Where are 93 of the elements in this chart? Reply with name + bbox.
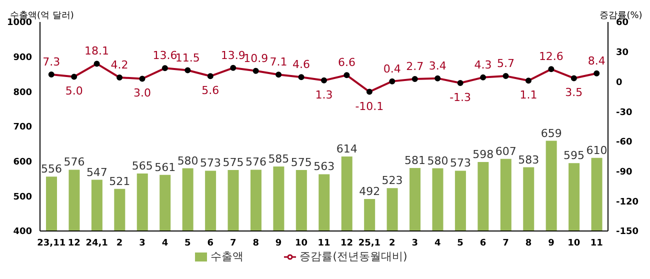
x-tick-label: 10 [295, 238, 308, 248]
data-label: 523 [382, 174, 403, 188]
x-tick-label: 8 [525, 238, 532, 248]
x-tick-label: 3 [412, 238, 418, 248]
y-tick-label: 1000 [6, 18, 32, 28]
data-label: 1.1 [520, 88, 538, 102]
x-tick-label: 6 [480, 238, 486, 248]
data-label: 8.4 [588, 54, 606, 68]
x-tick-label: 7 [230, 238, 236, 248]
x-tick-label: 6 [207, 238, 214, 248]
y2-tick-label: -120 [616, 197, 639, 208]
x-tick-label: 3 [139, 238, 146, 248]
y-tick-label: 900 [13, 53, 32, 64]
data-label: 3.0 [133, 86, 151, 100]
data-label: 576 [245, 156, 266, 169]
legend-label: 수출액 [210, 250, 244, 263]
data-label: 585 [268, 152, 290, 166]
data-label: 614 [336, 142, 358, 156]
data-label: 492 [359, 184, 380, 198]
y-tick-label: 400 [13, 227, 32, 238]
data-label: 521 [109, 174, 130, 188]
x-tick-label: 25,1 [358, 238, 381, 248]
data-label: 18.1 [84, 44, 110, 58]
data-label: 575 [290, 156, 312, 170]
y2-tick-label: -60 [616, 138, 632, 148]
data-label: -1.3 [450, 91, 472, 104]
y-tick-label: 500 [13, 192, 32, 202]
data-label: -10.1 [355, 100, 384, 113]
data-label: 659 [540, 126, 562, 140]
x-tick-label: 7 [502, 238, 509, 248]
x-tick-label: 9 [275, 238, 282, 248]
data-label: 3.4 [428, 59, 446, 72]
x-tick-label: 9 [548, 238, 554, 248]
data-label: 580 [177, 154, 198, 168]
data-label: 7.3 [42, 55, 60, 68]
data-label: 580 [427, 154, 448, 168]
y2-axis-title: 증감률(%) [600, 11, 642, 21]
data-label: 4.3 [474, 58, 492, 72]
x-tick-label: 12 [340, 238, 353, 248]
x-tick-label: 4 [434, 238, 441, 248]
data-label: 595 [564, 149, 585, 162]
data-label: 1.3 [315, 88, 333, 102]
y2-tick-label: -30 [616, 108, 632, 118]
data-label: 598 [472, 148, 494, 162]
y2-tick-label: 60 [616, 18, 629, 28]
data-label: 10.9 [244, 52, 268, 65]
data-label: 576 [64, 156, 85, 169]
data-label: 607 [495, 144, 516, 158]
data-label: 573 [200, 156, 222, 170]
x-tick-label: 10 [568, 238, 580, 248]
x-tick-label: 12 [68, 238, 80, 248]
data-label: 583 [518, 153, 540, 166]
x-tick-label: 5 [184, 238, 191, 248]
data-label: 3.5 [565, 86, 583, 100]
data-label: 4.6 [292, 58, 310, 72]
data-label: 563 [314, 160, 335, 174]
x-tick-label: 2 [116, 238, 123, 248]
y2-tick-label: -90 [616, 167, 632, 178]
data-label: 5.7 [497, 57, 515, 70]
data-label: 5.0 [65, 84, 83, 98]
data-label: 561 [154, 160, 176, 174]
x-tick-label: 23,11 [37, 238, 66, 248]
data-label: 565 [132, 160, 153, 173]
x-tick-label: 11 [590, 238, 603, 248]
x-tick-label: 4 [162, 238, 168, 248]
x-tick-label: 5 [457, 238, 464, 248]
x-tick-label: 11 [318, 238, 330, 248]
data-label: 6.6 [338, 56, 356, 70]
y-tick-label: 600 [13, 158, 32, 168]
data-label: 0.4 [383, 62, 401, 76]
data-label: 556 [41, 162, 62, 176]
y-tick-label: 800 [13, 88, 32, 98]
x-tick-label: 8 [252, 238, 259, 248]
x-tick-label: 24,1 [86, 238, 108, 248]
x-tick-label: 2 [389, 238, 396, 248]
data-label: 575 [222, 156, 244, 170]
data-label: 11.5 [175, 51, 200, 64]
data-label: 573 [450, 156, 471, 170]
data-label: 13.6 [152, 49, 178, 62]
y2-tick-label: -150 [616, 227, 639, 238]
data-label: 12.6 [538, 50, 564, 64]
data-label: 581 [404, 154, 426, 167]
data-label: 7.1 [270, 56, 288, 69]
data-label: 547 [86, 166, 108, 179]
y-tick-label: 700 [13, 122, 32, 133]
y2-tick-label: 30 [616, 48, 629, 58]
data-label: 4.2 [110, 58, 128, 72]
data-label: 610 [586, 144, 608, 157]
y2-tick-label: 0 [616, 78, 622, 88]
data-label: 2.7 [406, 60, 424, 74]
data-label: 13.9 [220, 48, 246, 62]
data-label: 5.6 [202, 84, 220, 98]
legend-label: 증감률(전년동월대비) [300, 250, 408, 263]
